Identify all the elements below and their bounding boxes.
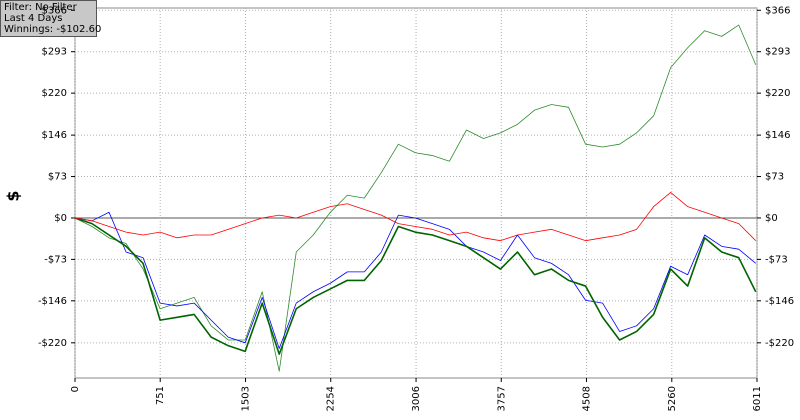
x-tick-label: 2254 — [326, 386, 337, 411]
y2-tick-label: -$146 — [765, 296, 794, 307]
lines — [74, 24, 757, 372]
y-axis-label: $ — [4, 190, 23, 201]
series-line — [74, 192, 757, 242]
filter-box — [0, 0, 97, 37]
filter-line: Last 4 Days — [4, 13, 63, 24]
y-tick-label: $146 — [42, 130, 67, 141]
y-tick-label: -$73 — [44, 254, 67, 265]
y-tick-label: $220 — [42, 88, 67, 99]
y2-tick-label: $293 — [765, 47, 790, 58]
y2-tick-label: -$220 — [765, 338, 794, 349]
y-tick-label: -$146 — [38, 296, 67, 307]
y2-tick-label: $146 — [765, 130, 790, 141]
x-tick-label: 751 — [155, 386, 166, 405]
x-tick-label: 4508 — [581, 386, 592, 411]
filter-line: Filter: No Filter — [4, 2, 78, 13]
x-tick-label: 3757 — [496, 386, 507, 411]
filter-line: Winnings: -$102.60 — [4, 24, 101, 35]
y-tick-label: $73 — [48, 172, 67, 183]
y-tick-label: $0 — [54, 213, 67, 224]
x-tick-label: 6011 — [752, 386, 763, 411]
y2-tick-label: $0 — [765, 213, 778, 224]
y-tick-label: -$220 — [38, 338, 67, 349]
y2-tick-label: $73 — [765, 172, 784, 183]
x-tick-label: 5260 — [667, 386, 678, 411]
series-line — [74, 24, 757, 372]
series-line — [74, 211, 757, 349]
y-tick-label: $366 — [42, 5, 67, 16]
y2-tick-label: $366 — [765, 5, 790, 16]
series-line — [74, 217, 757, 355]
x-tick-label: 1503 — [241, 386, 252, 411]
x-tick-label: 0 — [70, 386, 81, 392]
y-tick-label: $293 — [42, 47, 67, 58]
x-tick-label: 3006 — [411, 386, 422, 411]
y2-tick-label: $220 — [765, 88, 790, 99]
y2-tick-label: -$73 — [765, 254, 788, 265]
plot-frame — [74, 7, 758, 379]
